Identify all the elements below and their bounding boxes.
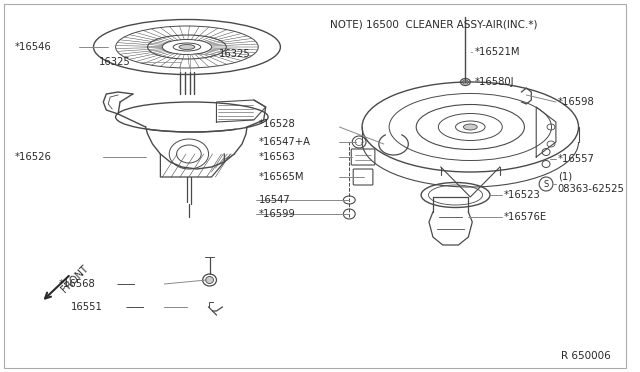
Text: *16599: *16599 [259,209,296,219]
Text: *16580J: *16580J [474,77,514,87]
Text: 16551: 16551 [71,302,102,312]
Ellipse shape [179,45,195,49]
Text: *16528: *16528 [259,119,296,129]
Text: S: S [543,180,548,189]
Text: R 650006: R 650006 [561,351,611,361]
Text: 16547: 16547 [259,195,291,205]
Text: 16325: 16325 [218,49,250,59]
Text: *16546: *16546 [15,42,51,52]
Text: *16576E: *16576E [504,212,547,222]
Text: *16523: *16523 [504,190,541,200]
Text: FRONT: FRONT [59,263,90,295]
Text: ——: —— [126,302,145,312]
Text: *16565M: *16565M [259,172,304,182]
Text: NOTE) 16500  CLEANER ASSY-AIR(INC.*): NOTE) 16500 CLEANER ASSY-AIR(INC.*) [330,19,537,29]
Ellipse shape [463,124,477,130]
Text: (1): (1) [558,171,572,181]
Ellipse shape [205,276,214,283]
Text: *16557: *16557 [558,154,595,164]
Text: ——: —— [116,279,136,289]
Text: 08363-62525: 08363-62525 [558,184,625,194]
Text: *16526: *16526 [15,152,52,162]
Text: *16547+A: *16547+A [259,137,311,147]
Text: *16521M: *16521M [474,47,520,57]
Text: 16325: 16325 [99,57,130,67]
Text: *16568: *16568 [59,279,96,289]
Text: *16598: *16598 [558,97,595,107]
Text: *16563: *16563 [259,152,296,162]
